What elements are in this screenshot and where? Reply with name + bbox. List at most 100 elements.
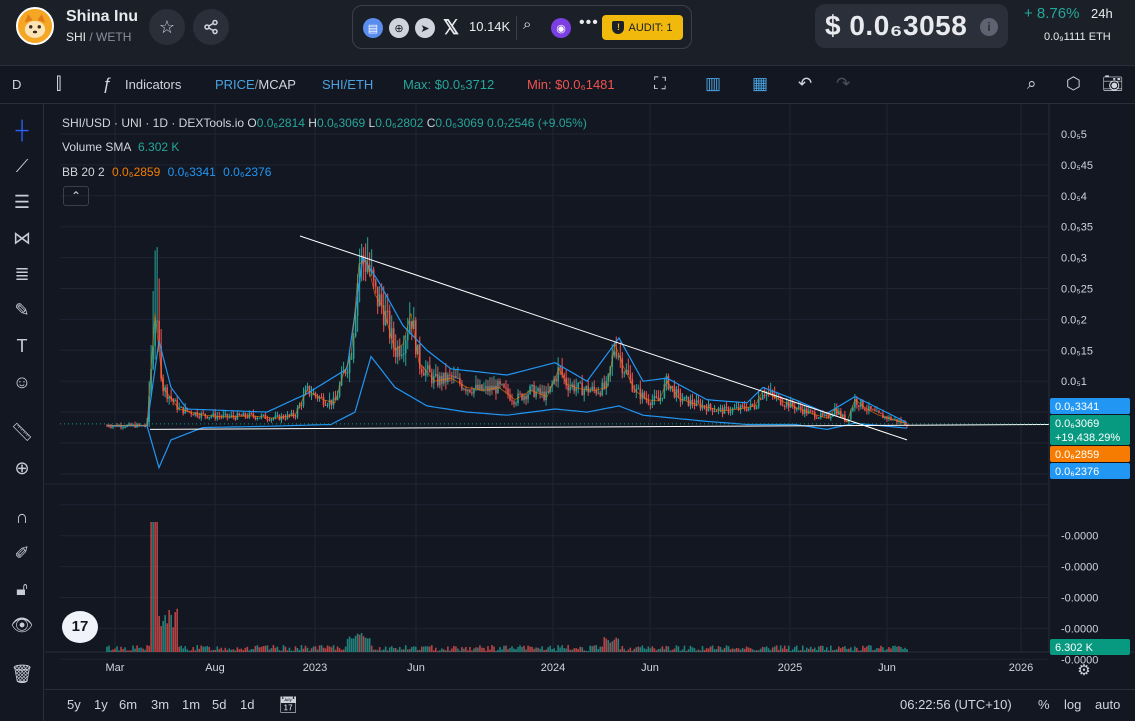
volume-bar	[441, 648, 443, 652]
horizontal-lines-icon[interactable]: ☰	[13, 191, 31, 212]
candle-body	[222, 414, 225, 418]
legend-change: 0.0₇2546 (+9.05%)	[486, 116, 587, 130]
candle-body	[715, 410, 718, 412]
audit-button[interactable]: ! AUDIT: 1	[602, 15, 683, 40]
candle-body	[737, 407, 740, 411]
range-3m[interactable]: 3m	[151, 697, 170, 712]
magnet-icon[interactable]: ∩	[15, 506, 29, 527]
range-1y[interactable]: 1y	[94, 697, 108, 712]
volume-icon[interactable]: ▦	[752, 74, 769, 93]
pair-toggle[interactable]: SHI/ETH	[322, 77, 374, 92]
volume-bar	[408, 649, 411, 652]
candle-type-icon[interactable]: ⫿	[56, 74, 62, 93]
axis-settings-icon[interactable]: ⚙	[1077, 662, 1090, 679]
more-icon[interactable]: •••	[579, 14, 599, 31]
tradingview-logo[interactable]: 17	[62, 611, 98, 643]
settings-icon[interactable]: ⬡	[1066, 74, 1081, 93]
zoom-search-icon[interactable]: ⌕	[1027, 74, 1037, 93]
redo-icon[interactable]: ↷	[836, 74, 851, 93]
candle-body	[719, 407, 722, 409]
fib-icon[interactable]: ≣	[14, 263, 30, 284]
brush-icon[interactable]: ✎	[14, 299, 30, 320]
range-1d[interactable]: 1d	[240, 697, 255, 712]
telegram-icon[interactable]: ➤	[415, 18, 435, 38]
candle-body	[621, 358, 624, 374]
volume-bar	[767, 648, 770, 652]
crosshair-icon[interactable]: ┼	[15, 119, 29, 140]
trash-icon[interactable]: 🗑︎	[10, 663, 34, 684]
bb-mid-tag-text: 0.0₆2859	[1055, 449, 1099, 461]
indicators-button[interactable]: Indicators	[125, 77, 182, 92]
text-icon[interactable]: T	[16, 335, 28, 356]
volume-bar	[645, 649, 648, 652]
candle-body	[485, 386, 487, 389]
volume-bar	[589, 645, 592, 652]
chart-canvas[interactable]: 0.0₅5 0.0₅45 0.0₅4 0.0₅35 0.0₅3 0.0₅25 0.0₅2 0.…	[45, 104, 1135, 689]
lock-draw-icon[interactable]: ✐	[14, 542, 30, 563]
interval-button[interactable]: D	[12, 77, 22, 92]
volume-bar	[872, 650, 874, 652]
log-toggle[interactable]: log	[1064, 697, 1082, 712]
percent-toggle[interactable]: %	[1038, 697, 1050, 712]
candle-body	[880, 412, 882, 414]
camera-icon[interactable]: 📷︎	[1102, 74, 1124, 93]
volume-bar	[641, 645, 644, 652]
candle-body	[868, 406, 870, 411]
range-5d[interactable]: 5d	[212, 697, 227, 712]
multichain-icon[interactable]: ◉	[551, 18, 571, 38]
range-6m[interactable]: 6m	[119, 697, 138, 712]
price-mcap-toggle[interactable]: PRICE/MCAP	[215, 77, 296, 92]
candle-body	[212, 413, 215, 417]
bar-chart-icon[interactable]: ▥	[705, 74, 722, 93]
zoom-in-icon[interactable]: ⊕	[14, 457, 30, 478]
social-count: 10.14K	[469, 19, 511, 34]
volume-tag-text: 6.302 K	[1055, 642, 1094, 654]
volume-bar	[783, 645, 786, 652]
volume-bar	[737, 648, 740, 652]
info-icon[interactable]: i	[980, 18, 998, 36]
range-5y[interactable]: 5y	[67, 697, 81, 712]
dextools-icon[interactable]: ▤	[363, 18, 383, 38]
candle-body	[190, 411, 193, 415]
share-button[interactable]	[193, 9, 229, 45]
clock-time[interactable]: 06:22:56 (UTC+10)	[900, 697, 1012, 712]
website-icon[interactable]: ⊕	[389, 18, 409, 38]
volume-bar	[785, 649, 788, 652]
collapse-legend-button[interactable]: ⌃	[63, 186, 89, 206]
auto-toggle[interactable]: auto	[1095, 697, 1121, 712]
emoji-icon[interactable]: ☺	[12, 371, 32, 392]
volume-bar	[416, 650, 419, 652]
bb-upper-tag-text: 0.0₆3341	[1055, 401, 1099, 413]
indicators-icon[interactable]: ƒ	[102, 74, 112, 93]
eye-icon[interactable]: 👁︎	[10, 614, 34, 635]
ruler-icon[interactable]: 📏︎	[10, 421, 34, 442]
bb-lower-line	[107, 355, 908, 470]
search-icon[interactable]: ⌕	[523, 16, 532, 33]
candle-body	[844, 414, 846, 422]
candle-body	[374, 280, 377, 287]
volume-bar	[651, 646, 654, 652]
volume-bar	[236, 647, 239, 652]
favorite-button[interactable]: ☆	[149, 9, 185, 45]
range-1m[interactable]: 1m	[182, 697, 201, 712]
y-tick-label: 0.0₅25	[1061, 284, 1093, 296]
candle-body	[314, 392, 317, 396]
current-price-tag-bg	[1050, 415, 1130, 445]
price-chart[interactable]: 0.0₅5 0.0₅45 0.0₅4 0.0₅35 0.0₅3 0.0₅25 0.0₅2 0.…	[45, 104, 1135, 689]
calendar-icon[interactable]: 📅︎	[278, 697, 299, 714]
candle-body	[691, 400, 694, 405]
candle-body	[310, 394, 313, 396]
lock-icon[interactable]: 🔓︎	[16, 578, 28, 599]
trendline-icon[interactable]: ⟋	[15, 155, 29, 176]
volume-bar	[479, 645, 481, 652]
fullscreen-icon[interactable]: ⛶	[654, 74, 666, 93]
ohlc-value-c: 0.0₆3069	[435, 116, 484, 130]
volume-bar	[902, 648, 904, 652]
pattern-icon[interactable]: ⋈	[13, 227, 31, 248]
volume-bar	[461, 647, 463, 652]
change-period[interactable]: 24h	[1091, 6, 1113, 21]
undo-icon[interactable]: ↶	[798, 74, 813, 93]
candle-body	[807, 410, 810, 414]
twitter-x-icon[interactable]: 𝕏	[443, 17, 460, 39]
y-tick-label: 0.0₅3	[1061, 253, 1087, 265]
